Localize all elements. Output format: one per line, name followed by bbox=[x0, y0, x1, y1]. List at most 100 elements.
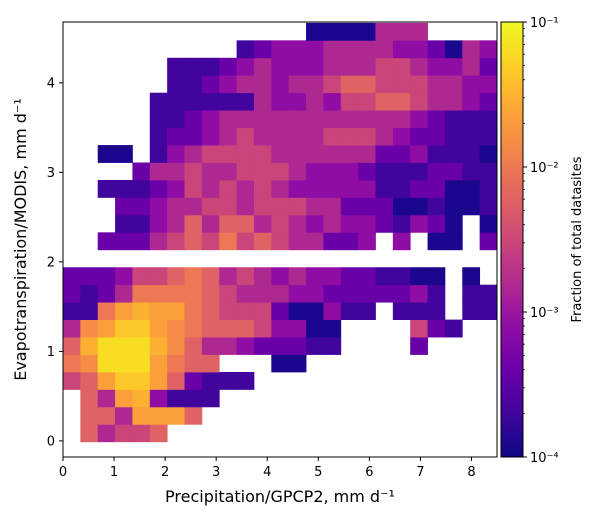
heatmap-cell bbox=[410, 110, 428, 129]
heatmap-cell bbox=[253, 232, 272, 251]
heatmap-cell bbox=[306, 162, 324, 181]
heatmap-cell bbox=[288, 127, 307, 146]
heatmap-cell bbox=[167, 389, 185, 408]
heatmap-cell bbox=[340, 179, 359, 198]
heatmap-cell bbox=[236, 127, 255, 146]
heatmap-cell bbox=[184, 197, 203, 216]
heatmap-cell bbox=[115, 179, 133, 198]
heatmap-cell bbox=[427, 40, 446, 59]
heatmap-cell bbox=[323, 75, 342, 94]
heatmap-cell bbox=[427, 110, 446, 129]
heatmap-cell bbox=[358, 110, 376, 129]
heatmap-cell bbox=[323, 232, 342, 251]
heatmap-cell bbox=[149, 267, 168, 286]
heatmap-cell bbox=[149, 110, 168, 129]
heatmap-cell bbox=[253, 179, 272, 198]
heatmap-cell bbox=[253, 40, 272, 59]
heatmap-cell bbox=[358, 75, 376, 94]
heatmap-cell bbox=[184, 179, 203, 198]
heatmap-cell bbox=[271, 127, 290, 146]
heatmap-cell bbox=[219, 75, 237, 94]
heatmap-cell bbox=[149, 406, 168, 425]
heatmap-cell bbox=[97, 232, 116, 251]
heatmap-cell bbox=[149, 424, 168, 443]
heatmap-cell bbox=[184, 302, 203, 320]
heatmap-cell bbox=[375, 22, 394, 41]
heatmap-cell bbox=[340, 110, 359, 129]
heatmap-cell bbox=[132, 232, 151, 251]
heatmap-cell bbox=[288, 197, 307, 216]
heatmap-cell bbox=[201, 337, 220, 355]
heatmap-cell bbox=[444, 179, 463, 198]
heatmap-cell bbox=[236, 371, 255, 390]
heatmap-cell bbox=[97, 179, 116, 198]
heatmap-cell bbox=[375, 92, 394, 111]
heatmap-cell bbox=[410, 319, 428, 338]
heatmap-cell bbox=[97, 406, 116, 425]
heatmap-cell bbox=[80, 302, 99, 320]
heatmap-cell bbox=[167, 92, 185, 111]
heatmap-cell bbox=[132, 354, 151, 373]
heatmap-cell bbox=[253, 284, 272, 303]
heatmap-cell bbox=[271, 92, 290, 111]
x-tick-label: 3 bbox=[212, 465, 220, 480]
heatmap-cell bbox=[184, 92, 203, 111]
heatmap-cell bbox=[462, 267, 481, 286]
heatmap-cell bbox=[479, 75, 498, 94]
heatmap-cell bbox=[253, 127, 272, 146]
heatmap-cell bbox=[375, 75, 394, 94]
heatmap-cell bbox=[201, 110, 220, 129]
heatmap-cell bbox=[375, 162, 394, 181]
heatmap-cell bbox=[167, 179, 185, 198]
heatmap-cell bbox=[236, 302, 255, 320]
heatmap-cell bbox=[323, 110, 342, 129]
heatmap-cell bbox=[236, 319, 255, 338]
heatmap-cell bbox=[271, 40, 290, 59]
heatmap-cell bbox=[115, 337, 133, 355]
heatmap-cell bbox=[219, 214, 237, 233]
heatmap-cell bbox=[358, 145, 376, 163]
heatmap-cell bbox=[271, 75, 290, 94]
heatmap-cell bbox=[410, 57, 428, 76]
heatmap-cell bbox=[184, 214, 203, 233]
heatmap-cell bbox=[479, 40, 498, 59]
heatmap-cell bbox=[462, 197, 481, 216]
heatmap-cell bbox=[340, 197, 359, 216]
heatmap-cell bbox=[375, 110, 394, 129]
heatmap-cell bbox=[149, 232, 168, 251]
heatmap-cell bbox=[271, 214, 290, 233]
heatmap-cell bbox=[288, 284, 307, 303]
heatmap-cell bbox=[288, 267, 307, 286]
heatmap-cell bbox=[167, 267, 185, 286]
heatmap-cell bbox=[392, 92, 411, 111]
heatmap-cell bbox=[236, 337, 255, 355]
heatmap-cell bbox=[392, 57, 411, 76]
heatmap-cell bbox=[115, 389, 133, 408]
heatmap-cell bbox=[306, 267, 324, 286]
heatmap-cell bbox=[444, 127, 463, 146]
heatmap-cell bbox=[201, 214, 220, 233]
heatmap-cell bbox=[306, 197, 324, 216]
heatmap-cell bbox=[306, 179, 324, 198]
heatmap-cell bbox=[427, 232, 446, 251]
heatmap-cell bbox=[392, 127, 411, 146]
heatmap-cell bbox=[375, 40, 394, 59]
x-tick-label: 2 bbox=[161, 465, 169, 480]
heatmap-cell bbox=[149, 389, 168, 408]
heatmap-cell bbox=[201, 179, 220, 198]
heatmap-cell bbox=[201, 145, 220, 163]
heatmap-cell bbox=[288, 145, 307, 163]
heatmap-cell bbox=[323, 127, 342, 146]
heatmap-cell bbox=[306, 57, 324, 76]
heatmap-cell bbox=[288, 302, 307, 320]
heatmap-cell bbox=[132, 371, 151, 390]
heatmap-cell bbox=[340, 75, 359, 94]
heatmap-cell bbox=[132, 302, 151, 320]
heatmap-cell bbox=[462, 302, 481, 320]
heatmap-cell bbox=[97, 424, 116, 443]
heatmap-cell bbox=[427, 179, 446, 198]
heatmap-cell bbox=[167, 319, 185, 338]
heatmap-cell bbox=[253, 145, 272, 163]
heatmap-cell bbox=[219, 371, 237, 390]
